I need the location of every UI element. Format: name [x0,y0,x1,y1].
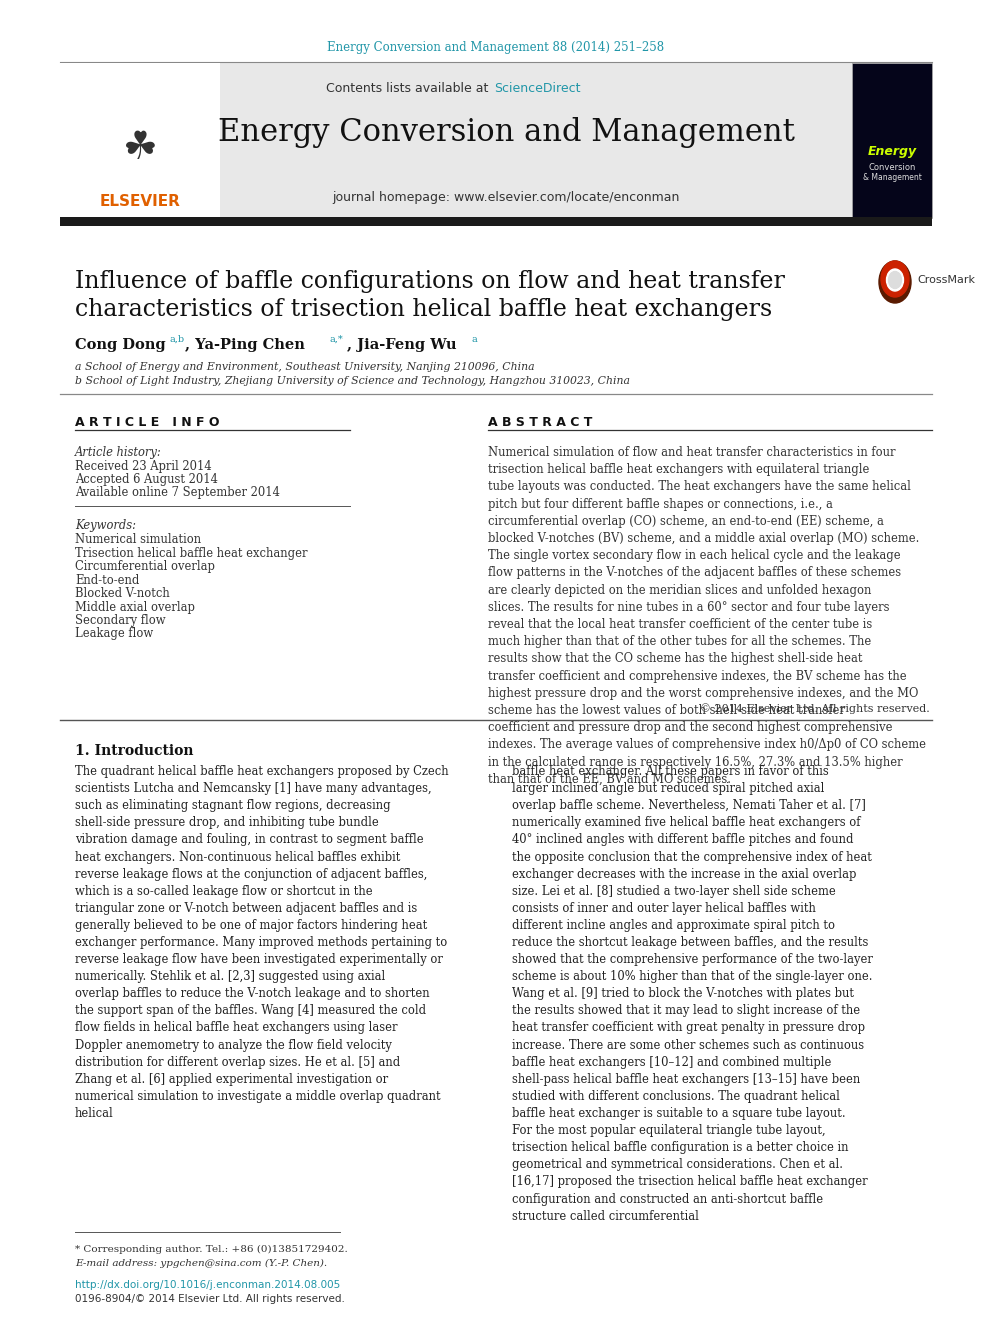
Text: Available online 7 September 2014: Available online 7 September 2014 [75,486,280,499]
Text: Accepted 6 August 2014: Accepted 6 August 2014 [75,474,218,486]
Text: Secondary flow: Secondary flow [75,614,166,627]
Text: , Ya-Ping Chen: , Ya-Ping Chen [185,337,305,352]
Text: 0196-8904/© 2014 Elsevier Ltd. All rights reserved.: 0196-8904/© 2014 Elsevier Ltd. All right… [75,1294,345,1304]
Text: A B S T R A C T: A B S T R A C T [488,415,592,429]
Text: Energy: Energy [867,146,917,159]
Text: Received 23 April 2014: Received 23 April 2014 [75,460,211,474]
Text: Blocked V-notch: Blocked V-notch [75,587,170,601]
Text: Numerical simulation: Numerical simulation [75,533,201,546]
Text: Keywords:: Keywords: [75,519,136,532]
Text: A R T I C L E   I N F O: A R T I C L E I N F O [75,415,219,429]
Text: baffle heat exchanger. All these papers in favor of this
larger inclined angle b: baffle heat exchanger. All these papers … [512,765,873,1222]
Text: ☘: ☘ [123,130,158,167]
Text: characteristics of trisection helical baffle heat exchangers: characteristics of trisection helical ba… [75,298,772,321]
Text: Contents lists available at: Contents lists available at [325,82,492,94]
Text: Conversion: Conversion [868,163,916,172]
Text: CrossMark: CrossMark [917,275,975,284]
Ellipse shape [881,261,909,296]
Text: Leakage flow: Leakage flow [75,627,153,640]
Text: Influence of baffle configurations on flow and heat transfer: Influence of baffle configurations on fl… [75,270,785,292]
Text: ELSEVIER: ELSEVIER [99,194,181,209]
Text: Circumferential overlap: Circumferential overlap [75,560,215,573]
Text: a,*: a,* [330,335,344,344]
Text: , Jia-Feng Wu: , Jia-Feng Wu [347,337,456,352]
Text: b School of Light Industry, Zhejiang University of Science and Technology, Hangz: b School of Light Industry, Zhejiang Uni… [75,376,630,386]
Ellipse shape [889,271,902,288]
FancyBboxPatch shape [60,64,932,218]
Ellipse shape [887,269,904,291]
Text: Energy Conversion and Management 88 (2014) 251–258: Energy Conversion and Management 88 (201… [327,41,665,53]
Text: ScienceDirect: ScienceDirect [494,82,580,94]
Text: Energy Conversion and Management: Energy Conversion and Management [217,118,795,148]
Text: Middle axial overlap: Middle axial overlap [75,601,194,614]
Text: E-mail address: ypgchen@sina.com (Y.-P. Chen).: E-mail address: ypgchen@sina.com (Y.-P. … [75,1259,327,1269]
Text: a,b: a,b [169,335,185,344]
Text: The quadrant helical baffle heat exchangers proposed by Czech
scientists Lutcha : The quadrant helical baffle heat exchang… [75,765,448,1121]
Text: End-to-end: End-to-end [75,573,139,586]
Text: Numerical simulation of flow and heat transfer characteristics in four
trisectio: Numerical simulation of flow and heat tr… [488,446,926,786]
Text: * Corresponding author. Tel.: +86 (0)13851729402.: * Corresponding author. Tel.: +86 (0)138… [75,1245,348,1254]
Text: & Management: & Management [863,173,922,183]
Text: Article history:: Article history: [75,446,162,459]
Text: Trisection helical baffle heat exchanger: Trisection helical baffle heat exchanger [75,546,308,560]
Ellipse shape [879,261,911,303]
FancyBboxPatch shape [852,64,932,218]
Text: journal homepage: www.elsevier.com/locate/enconman: journal homepage: www.elsevier.com/locat… [332,191,680,204]
Text: a School of Energy and Environment, Southeast University, Nanjing 210096, China: a School of Energy and Environment, Sout… [75,363,535,372]
Text: http://dx.doi.org/10.1016/j.enconman.2014.08.005: http://dx.doi.org/10.1016/j.enconman.201… [75,1279,340,1290]
FancyBboxPatch shape [60,64,220,218]
Text: Cong Dong: Cong Dong [75,337,166,352]
Text: a: a [472,335,478,344]
FancyBboxPatch shape [60,217,932,226]
Text: © 2014 Elsevier Ltd. All rights reserved.: © 2014 Elsevier Ltd. All rights reserved… [700,703,930,714]
Text: 1. Introduction: 1. Introduction [75,744,193,758]
